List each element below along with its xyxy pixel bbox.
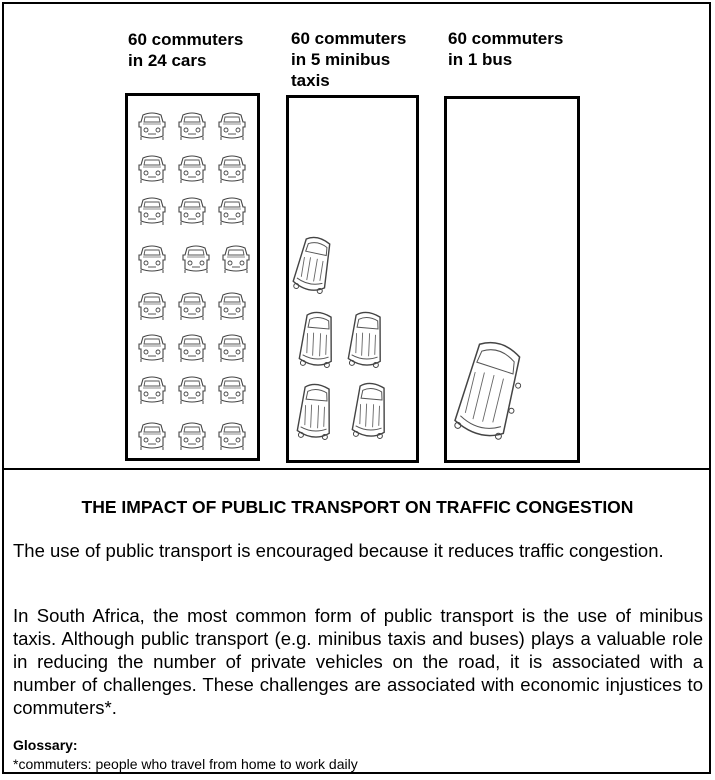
glossary-title: Glossary: — [13, 737, 78, 753]
minibus-panel — [286, 95, 419, 463]
bus-column-label: 60 commuters in 1 bus — [448, 29, 564, 69]
glossary-definition: *commuters: people who travel from home … — [13, 756, 358, 772]
section-divider — [2, 468, 711, 470]
cars-panel — [125, 93, 260, 461]
minibus-column-label: 60 commuters in 5 minibus taxis — [291, 29, 407, 90]
article-title: THE IMPACT OF PUBLIC TRANSPORT ON TRAFFI… — [81, 497, 634, 517]
paragraph-2: In South Africa, the most common form of… — [13, 605, 703, 718]
bus-panel — [444, 96, 580, 463]
paragraph-1: The use of public transport is encourage… — [13, 540, 664, 561]
cars-column-label: 60 commuters in 24 cars — [128, 30, 244, 70]
